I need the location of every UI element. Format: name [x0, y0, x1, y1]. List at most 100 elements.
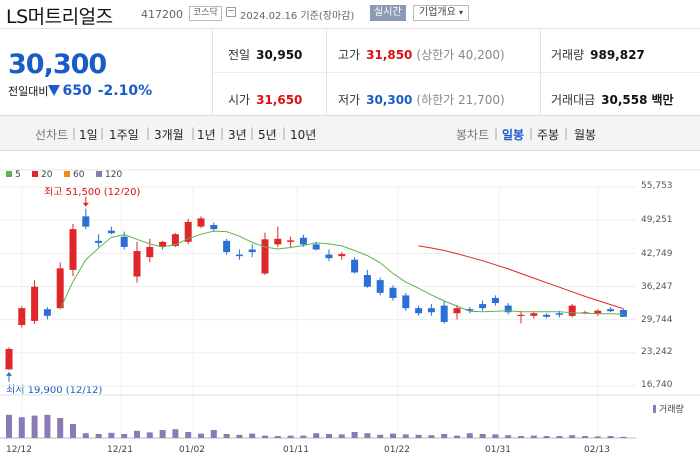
divider: |	[100, 126, 105, 140]
low-price: 저가 30,300 (하한가 21,700)	[338, 93, 505, 107]
volume-bar	[82, 433, 89, 438]
down-triangle-icon	[48, 85, 61, 96]
volume-bar	[582, 436, 588, 438]
company-info-button[interactable]: 기업개요 ▾	[413, 5, 470, 21]
legend-ma120: 120	[96, 170, 122, 180]
candle-body	[210, 225, 218, 230]
tab-period-1d[interactable]: 1일	[79, 128, 98, 142]
candle-body	[146, 246, 154, 258]
volume-bar	[223, 434, 230, 438]
divider: |	[250, 126, 255, 140]
volume-bar	[134, 430, 140, 438]
volume-bar	[44, 414, 51, 438]
x-tick: 02/13	[584, 445, 610, 455]
high-arrow-icon	[82, 202, 89, 207]
volume-bar	[530, 435, 537, 438]
tab-candle-chart[interactable]: 봉차트	[456, 128, 490, 142]
volume-bar	[505, 435, 512, 438]
volume: 거래량 989,827	[551, 48, 645, 62]
volume-bar	[479, 434, 486, 438]
tab-weekly[interactable]: 주봉	[537, 128, 560, 142]
volume-bar	[31, 415, 38, 438]
candle-body	[376, 280, 384, 293]
volume-bar	[172, 429, 179, 438]
volume-bar	[70, 424, 76, 438]
y-tick: 49,251	[641, 215, 673, 225]
change-amount: 650	[62, 83, 92, 99]
tab-monthly[interactable]: 월봉	[574, 128, 597, 142]
volume-bar	[569, 435, 576, 438]
candle-body	[171, 234, 179, 246]
volume-bar	[274, 436, 281, 438]
volume-bar	[543, 436, 550, 438]
volume-bar	[185, 432, 192, 438]
change-row: 전일대비 650 -2.10%	[8, 83, 152, 99]
tab-period-10y[interactable]: 10년	[290, 128, 317, 142]
candle-body	[479, 304, 487, 309]
candle-body	[453, 308, 461, 314]
low-annotation: 최저 19,900 (12/12)	[6, 385, 103, 396]
tab-period-1y[interactable]: 1년	[197, 128, 216, 142]
candle-body	[95, 240, 103, 243]
candle-body	[184, 221, 192, 242]
divider: |	[191, 126, 196, 140]
volume-bar	[351, 432, 358, 438]
volume-bar	[198, 433, 204, 438]
divider: |	[72, 126, 77, 140]
candle-body	[287, 240, 295, 242]
volume-bar	[57, 418, 64, 438]
candle-body	[581, 312, 589, 314]
stock-header: LS머트리얼즈 417200 코스닥 2024.02.16 기준(장마감) 실시…	[0, 0, 700, 29]
volume-bar	[121, 434, 128, 438]
x-tick: 12/21	[107, 445, 133, 455]
candle-body	[235, 254, 243, 257]
volume-bar	[377, 434, 384, 438]
candle-body	[274, 238, 282, 245]
tab-period-3y[interactable]: 3년	[228, 128, 247, 142]
candle-body	[517, 314, 525, 316]
quote-panel: 30,300 전일대비 650 -2.10% 전일 30,950 고가 31,850 (상…	[0, 29, 700, 116]
legend-ma20: 20	[32, 170, 52, 180]
candle-body	[82, 216, 90, 227]
market-badge: 코스닥	[189, 6, 222, 21]
candle-body	[504, 305, 512, 313]
realtime-button[interactable]: 실시간	[370, 5, 406, 21]
volume-bar	[556, 436, 563, 438]
volume-bar	[492, 434, 499, 438]
divider: |	[494, 126, 499, 140]
x-tick: 01/31	[485, 445, 511, 455]
tab-line-chart[interactable]: 선차트	[35, 128, 69, 142]
volume-legend: 거래량	[653, 402, 684, 415]
y-tick: 42,749	[641, 249, 673, 259]
tab-period-5y[interactable]: 5년	[258, 128, 277, 142]
volume-bar	[466, 433, 473, 438]
tab-period-1w[interactable]: 1주일	[109, 128, 139, 142]
candle-body	[555, 313, 563, 315]
high-annotation: 최고 51,500 (12/20)	[44, 187, 141, 198]
y-tick: 29,744	[641, 315, 673, 325]
divider: |	[220, 126, 225, 140]
candle-body	[402, 295, 410, 309]
tab-daily[interactable]: 일봉	[502, 128, 525, 142]
candle-body	[299, 237, 307, 245]
volume-bar	[262, 435, 268, 438]
volume-bar	[108, 432, 115, 438]
divider: |	[529, 126, 534, 140]
volume-bar	[313, 433, 320, 438]
volume-bar	[364, 433, 371, 438]
candle-body	[18, 308, 26, 325]
chevron-down-icon: ▾	[459, 8, 464, 17]
tab-period-3m[interactable]: 3개월	[154, 128, 184, 142]
divider: |	[146, 126, 151, 140]
calendar-icon	[226, 7, 236, 17]
legend-ma60: 60	[64, 170, 84, 180]
divider	[212, 72, 700, 73]
candle-body	[415, 308, 423, 314]
volume-bar	[518, 436, 524, 438]
candle-body	[312, 244, 320, 250]
candle-body	[351, 259, 359, 273]
candle-body	[363, 275, 371, 287]
candle-body	[69, 229, 77, 270]
y-tick: 55,753	[641, 181, 673, 191]
candle-body	[543, 314, 551, 317]
